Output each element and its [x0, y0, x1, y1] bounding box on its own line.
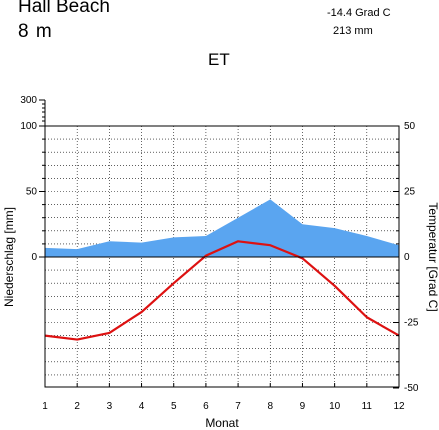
right-tick-label: -25	[404, 318, 419, 329]
x-tick-label: 1	[42, 401, 48, 412]
x-tick-label: 12	[393, 401, 405, 412]
annual-precipitation: 213 mm	[333, 25, 373, 37]
left-tick-label: 100	[20, 121, 37, 132]
x-tick-label: 9	[300, 401, 306, 412]
station-elevation: 8 m	[18, 21, 53, 42]
right-tick-label: -50	[404, 383, 419, 394]
precipitation-area	[45, 199, 399, 257]
climate-classification: ET	[208, 50, 230, 69]
right-axis-title: Temperatur [Grad C]	[426, 202, 439, 311]
x-axis-title: Monat	[205, 416, 239, 430]
x-tick-label: 4	[139, 401, 145, 412]
x-tick-label: 8	[267, 401, 273, 412]
x-tick-label: 3	[107, 401, 113, 412]
x-tick-label: 10	[329, 401, 341, 412]
left-tick-label: 0	[31, 252, 37, 263]
x-tick-label: 6	[203, 401, 209, 412]
x-tick-label: 11	[362, 401, 373, 412]
chart-grid	[45, 126, 399, 387]
axis-ticks	[39, 99, 400, 389]
axis-labels: 1 2 3 4 5 6 7 8 9 10 11 1230010050050250-25-50Monat…	[2, 95, 439, 430]
temperature-line	[44, 240, 400, 341]
annual-mean-temperature: -14.4 Grad C	[327, 7, 391, 19]
station-name: Hall Beach	[18, 0, 110, 17]
left-tick-label: 300	[20, 95, 37, 106]
left-tick-label: 50	[26, 187, 38, 198]
right-tick-label: 25	[404, 187, 416, 198]
right-tick-label: 50	[404, 121, 416, 132]
x-tick-label: 5	[171, 401, 177, 412]
x-tick-label: 2	[74, 401, 80, 412]
x-tick-label: 7	[235, 401, 241, 412]
left-axis-title: Niederschlag [mm]	[2, 207, 16, 307]
right-tick-label: 0	[404, 252, 410, 263]
